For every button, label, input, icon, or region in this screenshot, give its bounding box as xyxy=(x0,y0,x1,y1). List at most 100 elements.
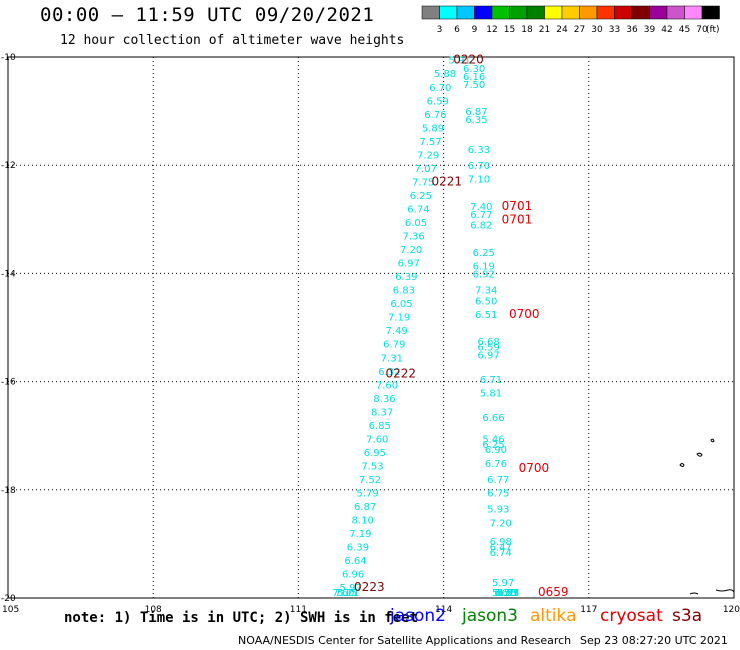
swh-value: 6.50 xyxy=(475,296,497,307)
lat-tick-label: -20 xyxy=(1,594,16,604)
legend-label: 15 xyxy=(504,25,515,35)
time-tag: 0701 xyxy=(502,199,533,213)
swh-value: 6.96 xyxy=(342,570,364,581)
swh-value: 7.36 xyxy=(402,232,424,243)
swh-value: 5.89 xyxy=(422,123,444,134)
swh-value: 6.59 xyxy=(427,96,449,107)
legend-swatch xyxy=(509,5,528,20)
swh-value: 6.59 xyxy=(477,342,499,353)
lon-tick-label: 120 xyxy=(723,605,740,615)
legend-swatch xyxy=(474,5,493,20)
lat-tick-label: -16 xyxy=(1,378,16,388)
swh-value: 6.97 xyxy=(477,351,499,362)
swh-value: 6.64 xyxy=(344,556,366,567)
swh-value: 7.40 xyxy=(470,202,492,213)
swh-value: 6.19 xyxy=(473,261,495,272)
time-tag: 0220 xyxy=(453,53,484,67)
swh-value: 5.56 xyxy=(494,588,516,599)
coastline-islands xyxy=(679,438,735,595)
swh-value: 6.87 xyxy=(354,502,376,513)
legend-label: 39 xyxy=(644,25,656,35)
swh-value: 6.79 xyxy=(383,340,405,351)
swh-value: 6.74 xyxy=(490,548,512,559)
legend-label: 42 xyxy=(661,25,672,35)
swh-value: 7.60 xyxy=(366,434,388,445)
legend-swatch xyxy=(456,5,475,20)
swh-value: 6.70 xyxy=(429,83,451,94)
swh-value: 6.33 xyxy=(468,145,490,156)
swh-value: 7.75 xyxy=(412,177,434,188)
swh-value: 7.53 xyxy=(361,461,383,472)
map-frame xyxy=(7,56,735,599)
swh-value: 6.35 xyxy=(465,115,487,126)
swh-value: 7.34 xyxy=(475,286,497,297)
legend-label: 45 xyxy=(679,25,690,35)
axis-tick-labels: 105 108 111 114 117 120 -10 -12 -14 -16 -18 -20 xyxy=(1,53,740,615)
timestamp-text: Sep 23 08:27:20 UTC 2021 xyxy=(580,634,728,647)
legend-jason2: jason2 xyxy=(390,606,446,626)
swh-value: 6.83 xyxy=(393,286,415,297)
time-tag: 0700 xyxy=(519,461,550,475)
legend-label: 6 xyxy=(454,25,460,35)
legend-label: 12 xyxy=(486,25,497,35)
swh-value: 6.66 xyxy=(482,413,504,424)
legend-label: 9 xyxy=(472,25,478,35)
swh-value: 6.90 xyxy=(485,445,507,456)
swh-value: 6.74 xyxy=(407,204,429,215)
page-title: 00:00 — 11:59 UTC 09/20/2021 xyxy=(40,4,375,26)
time-tag: 0223 xyxy=(354,580,385,594)
legend-cryosat: cryosat xyxy=(600,606,663,626)
swh-value: 6.76 xyxy=(424,110,446,121)
swh-value: 7.20 xyxy=(400,245,422,256)
swh-value: 6.68 xyxy=(477,337,499,348)
legend-swatch xyxy=(526,5,545,20)
swh-value: 6.71 xyxy=(480,375,502,386)
legend-jason3: jason3 xyxy=(462,606,518,626)
swh-value: 6.47 xyxy=(490,543,512,554)
swh-value: 6.25 xyxy=(410,191,432,202)
legend-unit: (ft) xyxy=(706,25,720,35)
swh-value: 7.19 xyxy=(349,529,371,540)
legend-swatch xyxy=(491,5,510,20)
swh-value: 5.67 xyxy=(492,588,514,599)
lon-tick-label: 117 xyxy=(580,605,597,615)
swh-value: 4.53 xyxy=(497,588,519,599)
swh-value: 7.31 xyxy=(381,353,403,364)
swh-value: 6.25 xyxy=(482,440,504,451)
swh-value: 6.39 xyxy=(395,272,417,283)
swh-value: 8.10 xyxy=(352,516,374,527)
legend-swatch xyxy=(614,5,633,20)
swh-value: 5.81 xyxy=(480,388,502,399)
swh-value: 6.76 xyxy=(485,459,507,470)
legend-label: 36 xyxy=(626,25,638,35)
swh-value: 6.82 xyxy=(470,221,492,232)
legend-label: 21 xyxy=(539,25,550,35)
swh-value: 6.87 xyxy=(465,107,487,118)
legend-label: 33 xyxy=(609,25,620,35)
swh-value: 6.70 xyxy=(468,161,490,172)
credit-text: NOAA/NESDIS Center for Satellite Applica… xyxy=(238,634,572,647)
swh-value: 5.25 xyxy=(497,588,519,599)
legend-label: 30 xyxy=(591,25,603,35)
legend-swatch xyxy=(631,5,650,20)
swh-value: 5.46 xyxy=(482,434,504,445)
legend-swatch xyxy=(561,5,580,20)
swh-value: 7.50 xyxy=(463,80,485,91)
altimeter-tracks: 5.91 5.88 6.70 6.59 6.76 5.89 7.57 7.29 7.07 7.75… xyxy=(332,53,568,599)
swh-value: 6.16 xyxy=(463,72,485,83)
swh-value: 5.97 xyxy=(340,583,362,594)
legend-swatch xyxy=(701,5,720,20)
swh-value: 5.79 xyxy=(356,489,378,500)
swh-value: 6.98 xyxy=(490,537,512,548)
lon-tick-label: 108 xyxy=(145,605,162,615)
time-tag: 0701 xyxy=(502,212,533,226)
swh-value: 6.23 xyxy=(494,588,516,599)
swh-value: 5.97 xyxy=(492,578,514,589)
time-tag: 0659 xyxy=(538,585,569,599)
swh-value: 5.71 xyxy=(337,588,359,599)
time-tag: 0221 xyxy=(432,174,463,188)
time-tag: 0700 xyxy=(509,307,540,321)
time-tag: 0222 xyxy=(386,366,417,380)
lat-tick-label: -10 xyxy=(1,53,16,63)
lat-tick-label: -18 xyxy=(1,486,16,496)
